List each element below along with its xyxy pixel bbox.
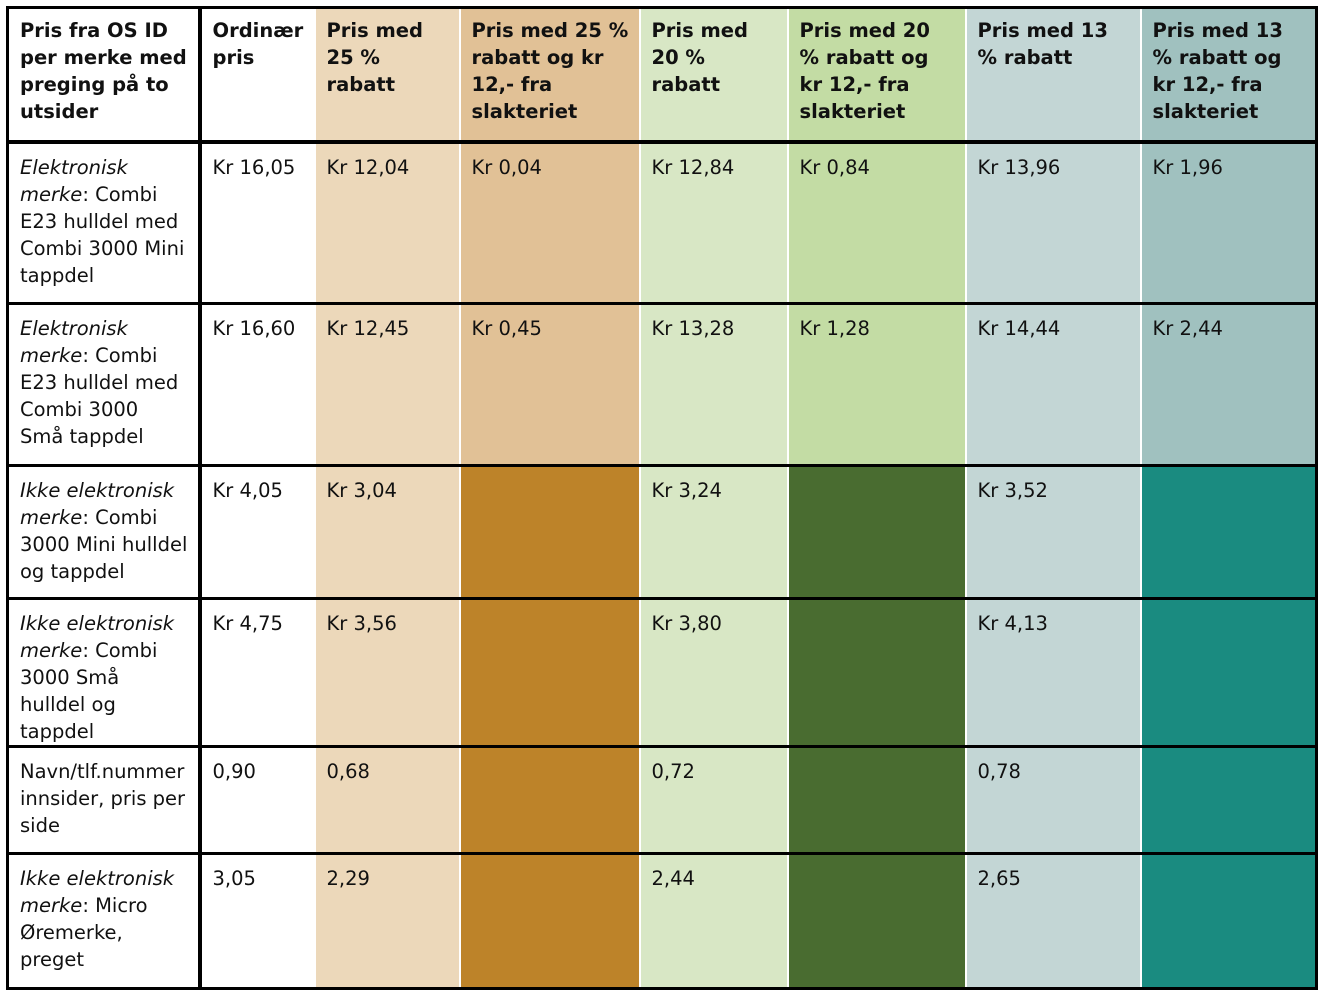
price-13-slakt-cell: Kr 2,44 xyxy=(1139,302,1318,467)
price-20-slakt-cell-na xyxy=(786,597,967,748)
header-product: Pris fra OS ID per merke med preging på … xyxy=(6,6,202,144)
price-25-cell: Kr 12,04 xyxy=(313,140,461,305)
label-italic: Elektronisk merke xyxy=(20,155,128,206)
header-25-discount: Pris med 25 % rabatt xyxy=(313,6,461,144)
price-25-cell: 0,68 xyxy=(313,745,461,855)
ordinary-price-cell: 3,05 xyxy=(198,852,316,990)
table-row: Elektronisk merke: Combi E23 hulldel med… xyxy=(6,140,1318,305)
price-20-slakt-cell: Kr 1,28 xyxy=(786,302,967,467)
price-13-slakt-cell: Kr 1,96 xyxy=(1139,140,1318,305)
price-13-cell: Kr 4,13 xyxy=(964,597,1142,748)
header-ordinary-price: Ordinær pris xyxy=(198,6,316,144)
price-25-cell: 2,29 xyxy=(313,852,461,990)
price-25-cell: Kr 12,45 xyxy=(313,302,461,467)
product-label: Ikke elektronisk merke: Combi 3000 Små h… xyxy=(6,597,202,748)
price-20-cell: Kr 12,84 xyxy=(638,140,789,305)
table-row: Elektronisk merke: Combi E23 hulldel med… xyxy=(6,302,1318,467)
ordinary-price-cell: Kr 4,05 xyxy=(198,464,316,600)
price-20-cell: 2,44 xyxy=(638,852,789,990)
label-italic: Ikke elektronisk merke xyxy=(20,479,175,529)
table-row: Navn/tlf.nummer innsider, pris per side … xyxy=(6,745,1318,855)
price-13-slakt-cell-na xyxy=(1139,597,1318,748)
label-rest: : Combi E23 hulldel med Combi 3000 Mini … xyxy=(20,182,185,287)
product-label: Navn/tlf.nummer innsider, pris per side xyxy=(6,745,202,855)
header-20-discount: Pris med 20 % rabatt xyxy=(638,6,789,144)
header-row: Pris fra OS ID per merke med preging på … xyxy=(6,6,1318,144)
label-rest: : Combi 3000 Små hulldel og tappdel xyxy=(20,639,158,743)
ordinary-price-cell: Kr 16,60 xyxy=(198,302,316,467)
product-label: Elektronisk merke: Combi E23 hulldel med… xyxy=(6,302,202,467)
table-row: Ikke elektronisk merke: Micro Øremerke, … xyxy=(6,852,1318,990)
label-italic: Ikke elektronisk merke xyxy=(20,612,175,662)
price-13-cell: 0,78 xyxy=(964,745,1142,855)
price-20-cell: Kr 3,24 xyxy=(638,464,789,600)
table-row: Ikke elektronisk merke: Combi 3000 Små h… xyxy=(6,597,1318,748)
price-13-cell: 2,65 xyxy=(964,852,1142,990)
price-25-slakt-cell-na xyxy=(458,852,641,990)
price-20-cell: Kr 3,80 xyxy=(638,597,789,748)
label-rest: : Combi E23 hulldel med Combi 3000 Små t… xyxy=(20,344,179,448)
price-13-cell: Kr 13,96 xyxy=(964,140,1142,305)
product-label: Ikke elektronisk merke: Micro Øremerke, … xyxy=(6,852,202,990)
label-rest: : Combi 3000 Mini hulldel og tappdel xyxy=(20,506,188,583)
ordinary-price-cell: Kr 4,75 xyxy=(198,597,316,748)
price-25-slakt-cell: Kr 0,04 xyxy=(458,140,641,305)
price-13-cell: Kr 14,44 xyxy=(964,302,1142,467)
label-italic: Elektronisk merke xyxy=(20,317,128,367)
price-table: Pris fra OS ID per merke med preging på … xyxy=(6,6,1318,990)
price-25-slakt-cell-na xyxy=(458,597,641,748)
ordinary-price-cell: 0,90 xyxy=(198,745,316,855)
header-13-discount: Pris med 13 % rabatt xyxy=(964,6,1142,144)
price-25-slakt-cell-na xyxy=(458,464,641,600)
price-20-slakt-cell-na xyxy=(786,464,967,600)
label-rest: Navn/tlf.nummer innsider, pris per side xyxy=(20,760,186,837)
price-25-cell: Kr 3,56 xyxy=(313,597,461,748)
label-italic: Ikke elektronisk merke xyxy=(20,867,175,917)
price-25-cell: Kr 3,04 xyxy=(313,464,461,600)
header-25-discount-slaughterhouse: Pris med 25 % rabatt og kr 12,- fra slak… xyxy=(458,6,641,144)
product-label: Elektronisk merke: Combi E23 hulldel med… xyxy=(6,140,202,305)
header-13-discount-slaughterhouse: Pris med 13 % rabatt og kr 12,- fra slak… xyxy=(1139,6,1318,144)
price-20-slakt-cell-na xyxy=(786,745,967,855)
price-13-slakt-cell-na xyxy=(1139,464,1318,600)
price-13-cell: Kr 3,52 xyxy=(964,464,1142,600)
price-20-cell: 0,72 xyxy=(638,745,789,855)
price-13-slakt-cell-na xyxy=(1139,852,1318,990)
product-label: Ikke elektronisk merke: Combi 3000 Mini … xyxy=(6,464,202,600)
price-25-slakt-cell: Kr 0,45 xyxy=(458,302,641,467)
ordinary-price-cell: Kr 16,05 xyxy=(198,140,316,305)
price-25-slakt-cell-na xyxy=(458,745,641,855)
price-20-slakt-cell: Kr 0,84 xyxy=(786,140,967,305)
header-20-discount-slaughterhouse: Pris med 20 % rabatt og kr 12,- fra slak… xyxy=(786,6,967,144)
price-20-slakt-cell-na xyxy=(786,852,967,990)
label-rest: : Micro Øremerke, preget xyxy=(20,894,148,971)
table-row: Ikke elektronisk merke: Combi 3000 Mini … xyxy=(6,464,1318,600)
price-13-slakt-cell-na xyxy=(1139,745,1318,855)
price-20-cell: Kr 13,28 xyxy=(638,302,789,467)
